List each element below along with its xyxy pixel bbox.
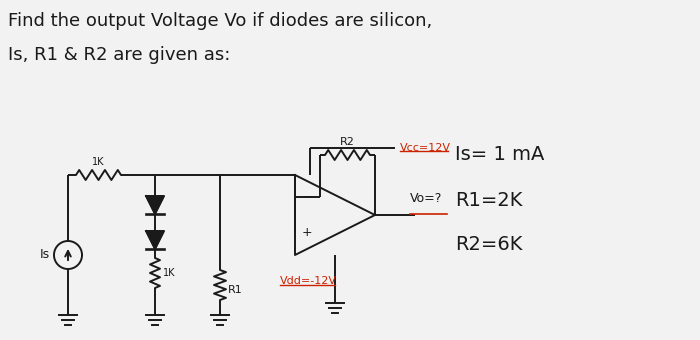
Polygon shape: [146, 231, 164, 249]
Polygon shape: [146, 196, 164, 214]
Text: Vcc=12V: Vcc=12V: [400, 143, 451, 153]
Text: R2: R2: [340, 137, 355, 147]
Text: R2=6K: R2=6K: [455, 236, 522, 255]
Text: R1: R1: [228, 285, 243, 295]
Text: −: −: [302, 191, 312, 204]
Text: +: +: [302, 226, 313, 239]
Text: Is, R1 & R2 are given as:: Is, R1 & R2 are given as:: [8, 46, 230, 64]
Text: 1K: 1K: [92, 157, 105, 167]
Text: Find the output Voltage Vo if diodes are silicon,: Find the output Voltage Vo if diodes are…: [8, 12, 433, 30]
Text: Is= 1 mA: Is= 1 mA: [455, 146, 545, 165]
Text: 1K: 1K: [163, 268, 176, 278]
Text: R1=2K: R1=2K: [455, 190, 522, 209]
Text: Vo=?: Vo=?: [410, 192, 442, 205]
Text: Vdd=-12V: Vdd=-12V: [280, 276, 337, 286]
Text: Is: Is: [40, 249, 50, 261]
